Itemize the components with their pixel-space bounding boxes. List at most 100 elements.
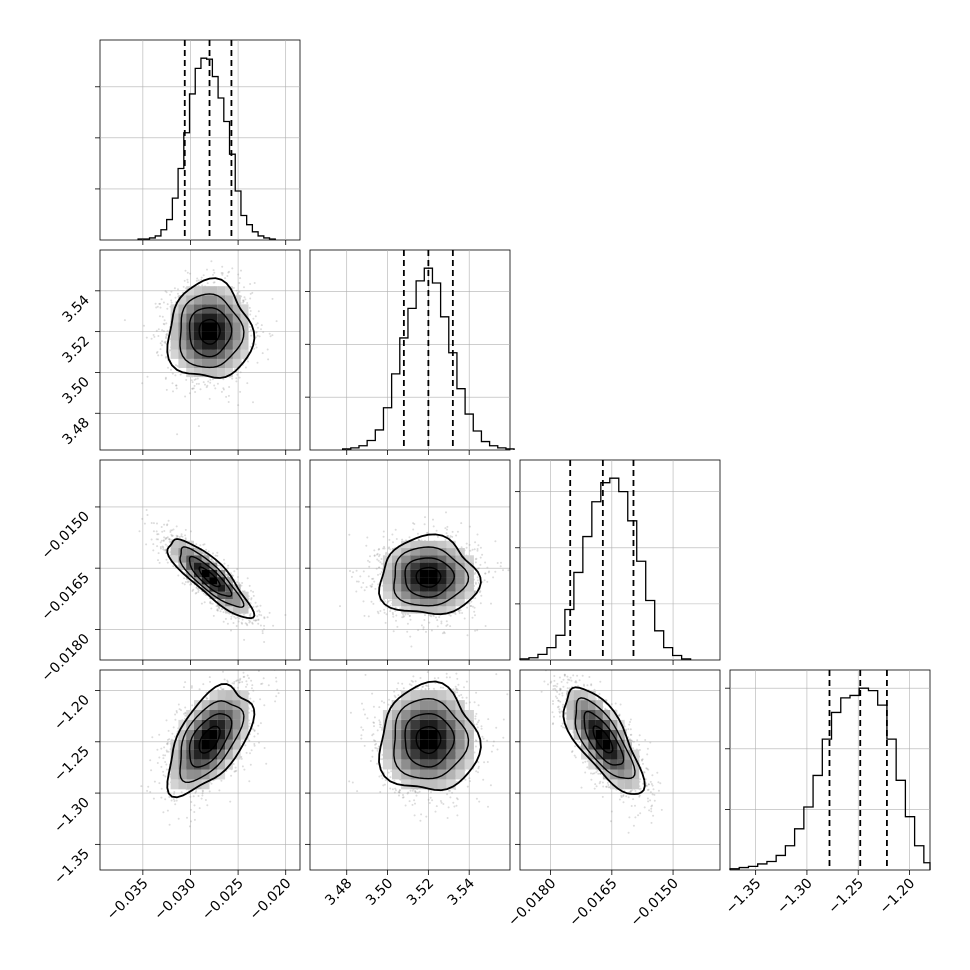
scatter-point (250, 334, 253, 337)
scatter-point (206, 282, 209, 285)
scatter-point (180, 535, 183, 538)
density-cell (232, 304, 241, 314)
density-cell (225, 340, 233, 350)
density-cell (209, 331, 218, 341)
scatter-point (249, 283, 252, 285)
joint-panel-2-0 (95, 459, 301, 665)
scatter-point (194, 592, 197, 595)
scatter-point (183, 279, 186, 282)
scatter-point (255, 331, 258, 334)
scatter-point (483, 579, 486, 582)
scatter-point (474, 597, 477, 600)
scatter-point (449, 625, 452, 628)
contour-line (179, 293, 245, 369)
scatter-point (250, 589, 252, 592)
scatter-point (389, 548, 392, 551)
scatter-point (352, 571, 355, 574)
scatter-point (389, 604, 392, 607)
scatter-point (259, 604, 262, 607)
scatter-point (236, 616, 239, 619)
density-cell (225, 358, 233, 368)
scatter-point (158, 561, 161, 564)
scatter-point (502, 569, 504, 572)
scatter-point (162, 546, 165, 549)
scatter-point (261, 630, 264, 632)
scatter-point (165, 537, 168, 539)
scatter-point (216, 382, 219, 385)
scatter-point (457, 610, 460, 613)
scatter-point (257, 622, 260, 625)
scatter-point (145, 509, 148, 511)
scatter-point (469, 605, 472, 607)
contour-line (198, 566, 221, 588)
scatter-point (168, 538, 171, 540)
scatter-point (362, 600, 365, 603)
scatter-point (449, 535, 452, 538)
scatter-point (484, 625, 487, 627)
density-cell (170, 548, 179, 556)
scatter-point (173, 287, 176, 290)
scatter-point (174, 296, 177, 299)
scatter-point (248, 584, 251, 587)
scatter-point (238, 290, 241, 293)
scatter-point (246, 624, 249, 627)
scatter-point (249, 310, 252, 312)
scatter-point (235, 289, 238, 292)
density-cell (186, 569, 194, 578)
scatter-point (474, 614, 476, 617)
scatter-point (200, 278, 203, 281)
scatter-point (248, 306, 251, 309)
scatter-point (241, 582, 244, 584)
scatter-point (239, 371, 242, 374)
scatter-point (268, 611, 271, 614)
scatter-point (471, 548, 474, 551)
scatter-point (246, 302, 249, 304)
scatter-point (388, 546, 391, 549)
scatter-point (197, 279, 200, 282)
scatter-point (376, 558, 379, 561)
scatter-point (141, 382, 144, 385)
scatter-point (446, 525, 449, 528)
scatter-point (168, 349, 171, 352)
density-cell (186, 295, 194, 305)
scatter-point (164, 543, 167, 546)
scatter-point (271, 297, 274, 300)
density-cell (240, 606, 249, 614)
scatter-point (227, 394, 230, 397)
scatter-point (413, 523, 416, 525)
scatter-point (409, 618, 412, 621)
scatter-point (242, 299, 245, 302)
scatter-point (423, 523, 426, 526)
density-cell (225, 349, 233, 359)
scatter-point (212, 269, 215, 272)
density-cell (194, 358, 202, 368)
scatter-point (382, 547, 385, 550)
scatter-point (476, 567, 479, 570)
scatter-point (145, 543, 148, 546)
density-cell (217, 599, 226, 607)
scatter-point (225, 395, 228, 398)
scatter-point (171, 382, 174, 385)
scatter-point (150, 337, 153, 340)
scatter-point (248, 614, 251, 617)
scatter-point (240, 584, 243, 587)
scatter-point (209, 600, 212, 603)
scatter-point (210, 602, 213, 605)
scatter-point (233, 570, 236, 573)
scatter-point (201, 284, 204, 287)
scatter-point (251, 291, 254, 294)
scatter-point (166, 307, 169, 310)
scatter-point (160, 526, 163, 528)
scatter-point (159, 546, 162, 548)
density-cell (194, 340, 202, 350)
scatter-point (203, 601, 206, 604)
scatter-point (227, 575, 230, 578)
scatter-point (387, 600, 390, 603)
scatter-point (476, 629, 479, 632)
scatter-point (184, 537, 187, 540)
scatter-point (237, 576, 239, 578)
scatter-point (164, 290, 167, 293)
scatter-point (369, 584, 372, 587)
scatter-point (189, 583, 192, 586)
